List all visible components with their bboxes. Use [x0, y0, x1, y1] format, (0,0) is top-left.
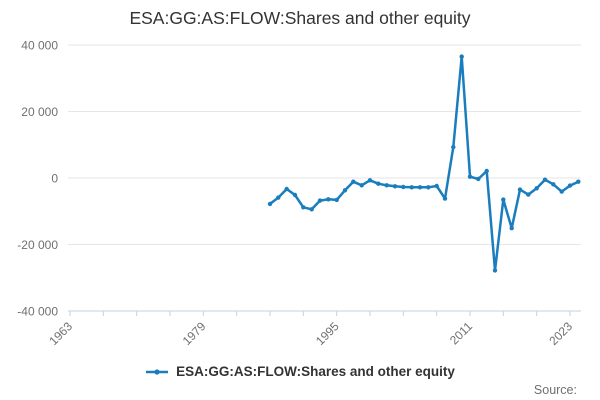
- data-point[interactable]: [317, 198, 323, 203]
- data-point[interactable]: [326, 197, 331, 202]
- data-point[interactable]: [542, 177, 548, 182]
- data-point[interactable]: [292, 192, 298, 198]
- data-point[interactable]: [509, 226, 514, 231]
- data-point[interactable]: [284, 186, 289, 192]
- data-point[interactable]: [434, 183, 439, 189]
- data-point[interactable]: [301, 205, 306, 210]
- source-label: Source:: [533, 383, 577, 397]
- data-point[interactable]: [401, 184, 406, 190]
- data-point[interactable]: [492, 268, 498, 273]
- legend-label: ESA:GG:AS:FLOW:Shares and other equity: [176, 364, 455, 379]
- data-point[interactable]: [359, 183, 364, 188]
- data-point[interactable]: [459, 54, 464, 59]
- data-point[interactable]: [426, 185, 431, 190]
- data-point[interactable]: [526, 192, 531, 197]
- data-point[interactable]: [267, 201, 273, 207]
- data-point[interactable]: [309, 207, 314, 212]
- data-point[interactable]: [351, 179, 356, 184]
- data-point[interactable]: [576, 179, 581, 184]
- x-axis-tick-label: 1963: [46, 319, 75, 348]
- data-point[interactable]: [559, 189, 564, 194]
- x-axis-tick-label: 1979: [180, 319, 209, 348]
- data-point[interactable]: [409, 185, 414, 190]
- y-axis-tick-label: 20 000: [21, 105, 58, 119]
- y-axis-tick-label: -20 000: [17, 238, 58, 252]
- data-point[interactable]: [276, 195, 281, 200]
- chart-title: ESA:GG:AS:FLOW:Shares and other equity: [129, 8, 471, 28]
- y-axis-tick-label: 40 000: [21, 39, 58, 53]
- data-point[interactable]: [442, 196, 448, 201]
- series-line[interactable]: [268, 55, 580, 272]
- x-axis-tick-label: 2011: [447, 319, 475, 347]
- data-point[interactable]: [334, 197, 339, 203]
- data-point[interactable]: [484, 168, 489, 174]
- data-point[interactable]: [567, 183, 573, 188]
- data-point[interactable]: [501, 197, 506, 202]
- data-point[interactable]: [342, 188, 348, 193]
- y-axis-tick-label: -40 000: [17, 305, 58, 319]
- y-axis-tick-label: 0: [51, 172, 58, 186]
- x-axis-tick-label: 2023: [546, 319, 575, 348]
- legend-line-marker: [146, 368, 169, 375]
- data-point[interactable]: [476, 176, 481, 182]
- data-point[interactable]: [467, 174, 473, 179]
- data-point[interactable]: [384, 183, 389, 188]
- data-point[interactable]: [376, 181, 381, 186]
- data-point[interactable]: [417, 185, 423, 190]
- legend[interactable]: ESA:GG:AS:FLOW:Shares and other equity: [0, 364, 600, 379]
- x-axis-tick-label: 1995: [313, 319, 342, 348]
- data-point[interactable]: [534, 186, 539, 191]
- data-point[interactable]: [392, 184, 398, 189]
- data-point[interactable]: [551, 182, 556, 187]
- data-point[interactable]: [517, 187, 523, 192]
- data-point[interactable]: [367, 178, 373, 183]
- data-point[interactable]: [451, 144, 456, 150]
